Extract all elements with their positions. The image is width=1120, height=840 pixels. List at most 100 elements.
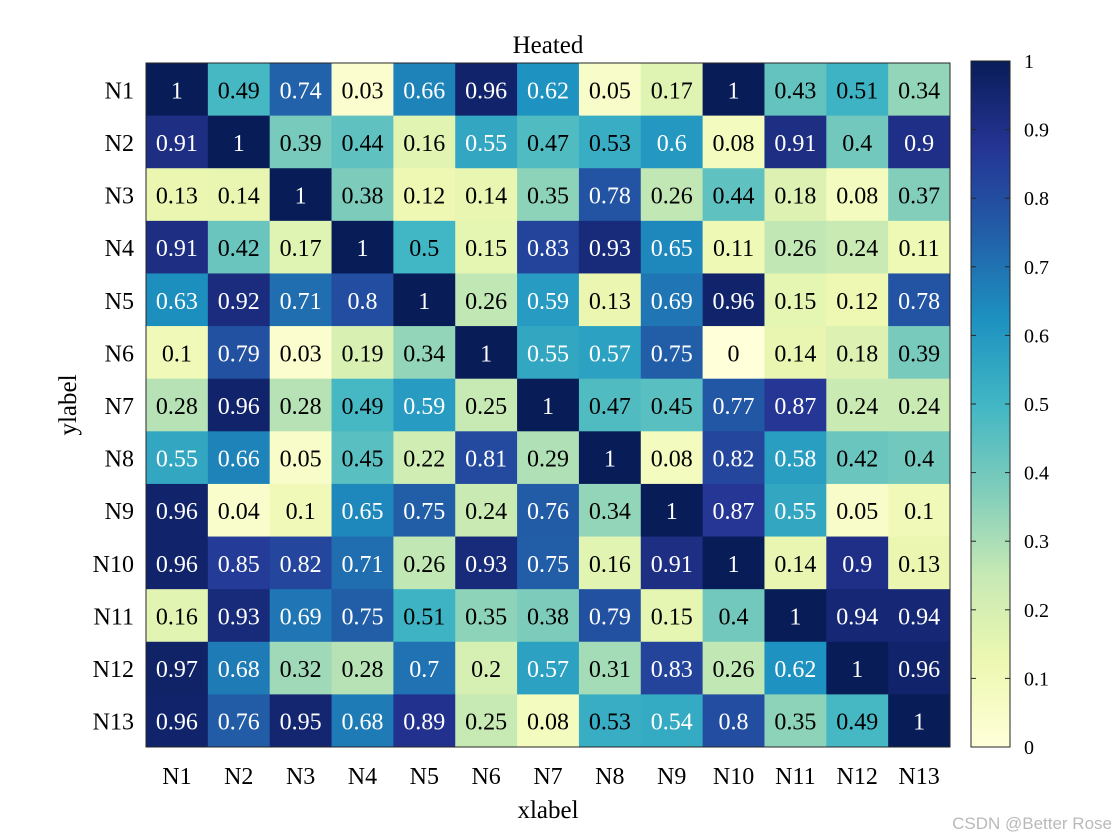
heatmap-cell	[207, 378, 271, 432]
heatmap-cell	[207, 589, 271, 643]
heatmap-cell	[888, 168, 951, 222]
heatmap-cell	[764, 273, 827, 327]
heatmap-cell	[702, 641, 765, 695]
cell-value-label: 0.91	[651, 552, 693, 578]
heatmap-cell	[455, 431, 518, 485]
cell-value-label: 0.49	[341, 394, 383, 420]
cell-value-label: 0.57	[527, 657, 569, 683]
cell-value-label: 0.04	[218, 499, 260, 525]
x-tick-label: N2	[224, 764, 253, 790]
heatmap-cell	[702, 378, 765, 432]
heatmap-cell	[517, 483, 580, 538]
heatmap-cell	[146, 326, 209, 380]
heatmap-cell	[207, 115, 271, 169]
heatmap-cell	[702, 326, 765, 380]
heatmap-cell	[578, 483, 642, 538]
cell-value-label: 0.59	[527, 289, 569, 315]
cell-value-label: 0.39	[898, 341, 940, 367]
cell-value-label: 0.96	[156, 710, 198, 736]
heatmap-cell	[146, 536, 209, 590]
heatmap-cell	[640, 536, 704, 590]
cell-value-label: 1	[356, 236, 368, 262]
heatmap-cell	[826, 641, 889, 695]
heatmap-cell	[455, 641, 518, 695]
cell-value-label: 0.43	[774, 78, 816, 104]
heatmap-cell	[578, 220, 642, 274]
cell-value-label: 0.14	[774, 341, 816, 367]
cell-value-label: 1	[728, 552, 740, 578]
heatmap-cell	[331, 536, 394, 590]
cell-value-label: 0.1	[904, 499, 934, 525]
cell-value-label: 0.96	[156, 552, 198, 578]
colorbar-tick-label: 0.3	[1024, 531, 1049, 553]
heatmap-cell	[640, 483, 704, 538]
cell-value-label: 0.12	[836, 289, 878, 315]
heatmap-cell	[517, 378, 580, 432]
heatmap-cell	[331, 273, 394, 327]
cell-value-label: 0.45	[651, 394, 693, 420]
cell-value-label: 0.18	[774, 184, 816, 210]
heatmap-cell	[393, 589, 456, 643]
heatmap-cell	[578, 431, 642, 485]
cell-value-label: 1	[480, 341, 492, 367]
cell-value-label: 0.1	[286, 499, 316, 525]
cell-value-label: 0.82	[713, 447, 755, 473]
y-tick-label: N11	[94, 604, 134, 630]
heatmap-cell	[826, 378, 889, 432]
cell-value-label: 0.35	[527, 184, 569, 210]
heatmap-cell	[146, 694, 209, 748]
heatmap-cell	[269, 536, 333, 590]
heatmap-cell	[517, 115, 580, 169]
cell-value-label: 0.13	[589, 289, 631, 315]
cell-value-label: 1	[171, 78, 183, 104]
heatmap-cell	[207, 641, 271, 695]
heatmap-cell	[764, 63, 827, 117]
cell-value-label: 0.68	[341, 710, 383, 736]
cell-value-label: 0.91	[156, 236, 198, 262]
heatmap-cell	[517, 641, 580, 695]
heatmap-cell	[455, 63, 518, 117]
heatmap-cell	[146, 378, 209, 432]
heatmap-cell	[455, 483, 518, 538]
heatmap-cell	[455, 115, 518, 169]
heatmap-cell	[517, 694, 580, 748]
heatmap-cell	[640, 115, 704, 169]
heatmap-cell	[455, 694, 518, 748]
x-tick-label: N9	[657, 764, 686, 790]
heatmap-cell	[764, 431, 827, 485]
y-tick-label: N10	[93, 552, 134, 578]
heatmap-cell	[640, 326, 704, 380]
heatmap-cell	[207, 63, 271, 117]
heatmap-cell	[578, 378, 642, 432]
y-axis-label: ylabel	[55, 374, 82, 435]
cell-value-label: 0.26	[774, 236, 816, 262]
heatmap-cell	[517, 220, 580, 274]
cell-value-label: 0.57	[589, 341, 631, 367]
cell-value-label: 0.79	[218, 341, 260, 367]
heatmap-cell	[826, 589, 889, 643]
heatmap-cell	[702, 168, 765, 222]
heatmap-cell	[888, 536, 951, 590]
x-axis-label: xlabel	[517, 797, 578, 824]
cell-value-label: 0.82	[280, 552, 322, 578]
cell-value-label: 0.34	[898, 78, 940, 104]
cell-value-label: 0.16	[589, 552, 631, 578]
cell-value-label: 0.96	[465, 78, 507, 104]
heatmap-cell	[702, 694, 765, 748]
heatmap-cell	[393, 694, 456, 748]
cell-value-label: 0.08	[651, 447, 693, 473]
heatmap-cell	[702, 115, 765, 169]
heatmap-cell	[393, 536, 456, 590]
heatmap-cell	[578, 273, 642, 327]
cell-value-label: 0.87	[774, 394, 816, 420]
heatmap-cell	[455, 536, 518, 590]
cell-value-label: 0.12	[403, 184, 445, 210]
heatmap-cell	[517, 589, 580, 643]
y-tick-label: N2	[105, 131, 134, 157]
heatmap-cell	[888, 589, 951, 643]
heatmap-cell	[331, 694, 394, 748]
cell-value-label: 0.69	[651, 289, 693, 315]
heatmap-cell	[455, 273, 518, 327]
cell-value-label: 1	[418, 289, 430, 315]
cell-value-label: 0.9	[904, 131, 934, 157]
